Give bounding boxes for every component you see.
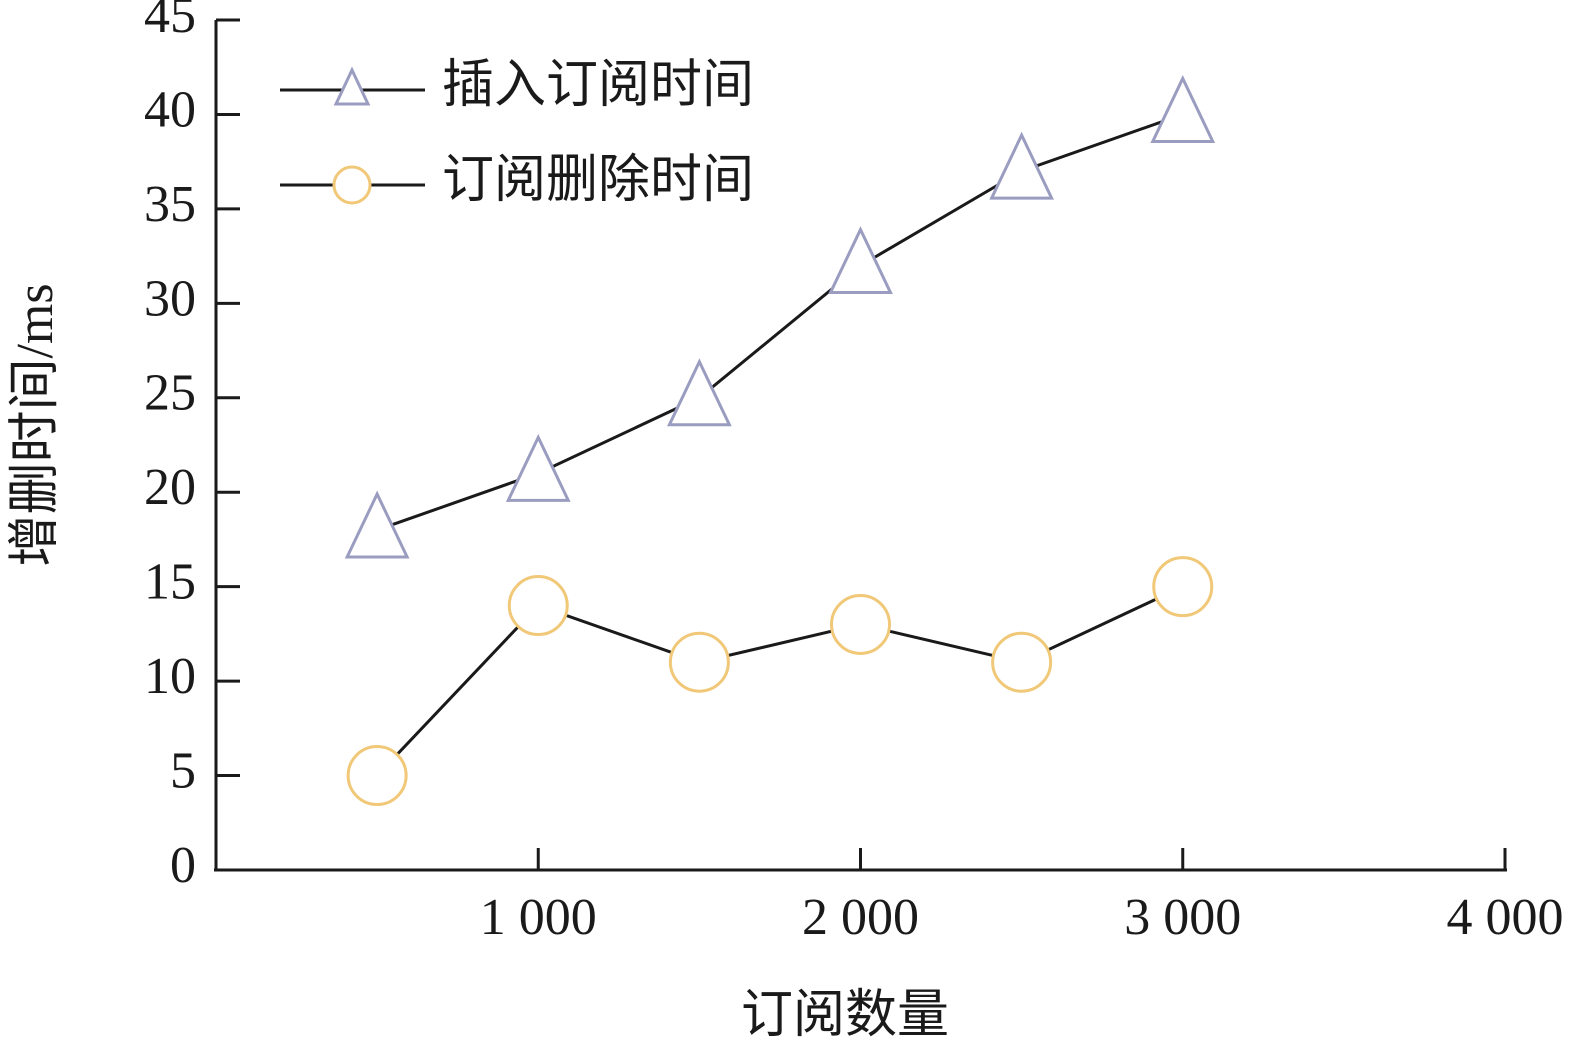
y-axis-title: 增删时间/ms	[7, 283, 64, 566]
triangle-marker	[666, 358, 732, 427]
triangle-marker	[344, 490, 410, 559]
y-tick-label: 40	[144, 81, 196, 138]
series-line	[376, 585, 1184, 777]
y-tick-label: 0	[170, 837, 196, 894]
triangle-marker	[505, 433, 571, 502]
y-tick-label: 20	[144, 459, 196, 516]
y-tick-label: 10	[144, 648, 196, 705]
x-tick-label: 2 000	[802, 889, 919, 946]
triangle-marker	[333, 66, 371, 106]
y-tick-label: 25	[144, 365, 196, 422]
legend-label: 订阅删除时间	[442, 152, 754, 209]
circle-marker	[507, 575, 569, 637]
triangle-marker	[1150, 74, 1216, 143]
y-tick-label: 35	[144, 176, 196, 233]
circle-marker	[991, 631, 1053, 693]
y-tick-label: 5	[170, 742, 196, 799]
circle-marker	[346, 745, 408, 807]
triangle-marker	[828, 226, 893, 295]
circle-marker	[668, 631, 730, 693]
x-axis-title: 订阅数量	[741, 987, 949, 1044]
series-line	[376, 113, 1184, 532]
x-tick-label: 4 000	[1447, 889, 1564, 946]
y-tick-label: 45	[144, 0, 196, 44]
circle-marker	[830, 593, 891, 655]
x-tick-label: 3 000	[1124, 889, 1241, 946]
y-tick-label: 30	[144, 270, 196, 327]
x-tick-label: 1 000	[480, 889, 597, 946]
legend-label: 插入订阅时间	[442, 57, 754, 114]
circle-marker	[1152, 556, 1214, 618]
triangle-marker	[989, 131, 1055, 200]
circle-marker	[332, 165, 372, 205]
y-tick-label: 15	[144, 554, 196, 611]
